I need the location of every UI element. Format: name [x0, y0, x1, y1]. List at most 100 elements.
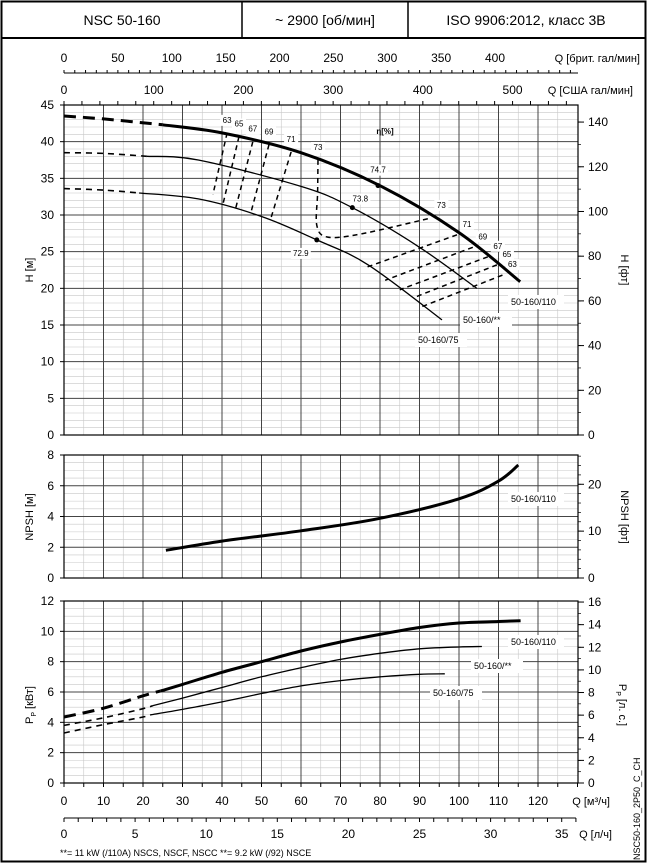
- head-right-tick-label: 80: [588, 249, 602, 263]
- header-model: NSC 50-160: [83, 12, 160, 28]
- power-y-tick-label: 10: [41, 624, 55, 638]
- ls-tick-label: 5: [132, 827, 139, 841]
- m3h-axis-label: Q [м³/ч]: [572, 796, 610, 808]
- npsh-right-axis-label: NPSH [фт]: [618, 490, 630, 544]
- efficiency-line-63: [421, 274, 503, 308]
- efficiency-line-71: [270, 151, 292, 219]
- head-right-tick-label: 40: [588, 339, 602, 353]
- ls-tick-label: 35: [555, 827, 569, 841]
- head-y-tick-label: 5: [47, 391, 54, 405]
- efficiency-label-bg: [284, 133, 299, 145]
- efficiency-label-bg: [460, 218, 475, 230]
- m3h-tick-label: 120: [528, 794, 548, 808]
- efficiency-label: 69: [265, 128, 274, 137]
- head-curve-1: [146, 155, 478, 289]
- us-gpm-tick-label: 300: [323, 83, 343, 97]
- m3h-tick-label: 70: [334, 794, 348, 808]
- us-gpm-tick-label: 500: [503, 83, 523, 97]
- imp-gpm-tick-label: 350: [431, 51, 451, 65]
- ls-tick-label: 20: [342, 827, 356, 841]
- head-curve-extension-1: [63, 151, 147, 158]
- efficiency-label-bg: [245, 123, 260, 135]
- efficiency-label-bg: [262, 126, 277, 138]
- us-gpm-axis-label: Q [США гал/мин]: [548, 85, 633, 97]
- power-y-tick-label: 8: [47, 655, 54, 669]
- head-series-label: 50-160/**: [463, 315, 501, 325]
- npsh-y-tick-label: 2: [47, 540, 54, 554]
- power-right-tick-label: 12: [588, 640, 602, 654]
- head-curve-extension-0: [63, 114, 163, 127]
- power-right-tick-label: 10: [588, 663, 602, 677]
- efficiency-label-bg: [499, 248, 514, 260]
- efficiency-line-65: [222, 136, 240, 204]
- head-y-tick-label: 20: [41, 281, 55, 295]
- m3h-tick-label: 50: [255, 794, 269, 808]
- m3h-tick-label: 100: [449, 794, 469, 808]
- efficiency-label: 71: [463, 220, 472, 229]
- bep-efficiency-label: 72.9: [293, 249, 309, 258]
- m3h-tick-label: 30: [176, 794, 190, 808]
- head-series-label-bg: [508, 295, 564, 309]
- head-right-tick-label: 0: [588, 428, 595, 442]
- imp-gpm-tick-label: 150: [216, 51, 236, 65]
- efficiency-line-71: [366, 234, 458, 268]
- efficiency-line-73: [315, 159, 432, 239]
- ls-tick-label: 25: [413, 827, 427, 841]
- head-right-tick-label: 100: [588, 204, 608, 218]
- power-right-tick-label: 8: [588, 686, 595, 700]
- us-gpm-tick-label: 0: [61, 83, 68, 97]
- ls-tick-label: 15: [271, 827, 285, 841]
- npsh-right-tick-label: 0: [588, 571, 595, 585]
- footnote: **= 11 kW (/110A) NSCS, NSCF, NSCC **= 9…: [60, 848, 311, 858]
- efficiency-label-bg: [231, 118, 246, 130]
- head-y-tick-label: 35: [41, 171, 55, 185]
- power-curve-extension-0: [63, 689, 162, 719]
- efficiency-line-69: [384, 246, 474, 281]
- efficiency-label-bg: [310, 142, 325, 153]
- efficiency-label: 63: [223, 116, 232, 125]
- efficiency-label-bg: [490, 240, 505, 252]
- efficiency-title: η[%]: [376, 127, 394, 136]
- power-y-tick-label: 2: [47, 746, 54, 760]
- power-right-tick-label: 4: [588, 731, 595, 745]
- header-speed: ~ 2900 [об/мин]: [275, 12, 375, 28]
- head-curve-extension-2: [63, 187, 140, 194]
- head-series-label: 50-160/75: [418, 335, 459, 345]
- power-y-label-part: [кВт]: [24, 686, 36, 709]
- power-series-label-bg: [430, 686, 482, 700]
- npsh-right-tick-label: 10: [588, 524, 602, 538]
- imp-gpm-tick-label: 0: [61, 51, 68, 65]
- imp-gpm-tick-label: 250: [323, 51, 343, 65]
- m3h-tick-label: 90: [413, 794, 427, 808]
- bep-label-bg: [290, 247, 311, 259]
- imp-gpm-tick-label: 50: [111, 51, 125, 65]
- m3h-tick-label: 80: [373, 794, 387, 808]
- imp-gpm-tick-label: 200: [269, 51, 289, 65]
- power-curve-extension-1: [63, 704, 154, 727]
- efficiency-line-67: [235, 141, 254, 208]
- power-series-label: 50-160/110: [511, 637, 556, 647]
- header-standard: ISO 9906:2012, класс 3B: [446, 12, 605, 28]
- head-curve-0: [162, 123, 522, 283]
- m3h-tick-label: 40: [215, 794, 229, 808]
- efficiency-label-bg: [220, 114, 235, 126]
- head-right-tick-label: 20: [588, 383, 602, 397]
- power-right-tick-label: 16: [588, 595, 602, 609]
- drawing-code: NSC50-160_2P50_C_CH: [632, 757, 642, 860]
- head-right-tick-label: 140: [588, 115, 608, 129]
- efficiency-label: 69: [478, 232, 487, 241]
- best-efficiency-point: [349, 205, 355, 211]
- bep-label-bg: [350, 193, 371, 205]
- power-curve-1: [152, 645, 482, 707]
- ls-axis-label: Q [л/ч]: [579, 829, 612, 841]
- efficiency-line-69: [250, 144, 270, 213]
- imp-gpm-tick-label: 100: [162, 51, 182, 65]
- npsh-y-tick-label: 4: [47, 510, 54, 524]
- head-series-label: 50-160/110: [511, 297, 556, 307]
- npsh-y-tick-label: 6: [47, 479, 54, 493]
- efficiency-label-bg: [475, 231, 490, 243]
- m3h-tick-label: 20: [136, 794, 150, 808]
- power-right-axis-label: PP [л. с.]: [614, 684, 628, 726]
- npsh-curve-0: [165, 463, 520, 552]
